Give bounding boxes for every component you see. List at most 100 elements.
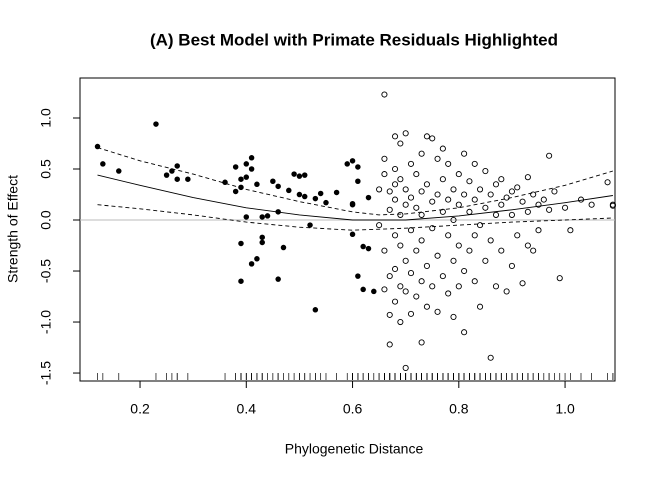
point [524,242,531,249]
point [498,176,505,183]
point [402,186,409,193]
y-tick-label: -1.5 [38,361,54,385]
point [254,256,260,262]
point [604,179,611,186]
point [365,194,372,201]
point [466,178,473,185]
point [407,227,415,234]
point [492,211,500,218]
point [391,181,399,188]
fit-line [97,147,614,216]
point [248,166,255,172]
point [407,194,415,201]
point [530,191,537,198]
point [562,204,569,211]
x-tick-label: 1.0 [555,401,575,417]
point [248,261,255,267]
point [391,133,399,140]
point [450,216,457,224]
point [386,311,393,318]
point [471,232,478,239]
point [381,171,388,178]
point [397,318,404,326]
point [498,201,505,208]
point [445,290,452,297]
point [397,140,404,147]
point [540,196,547,203]
point [508,211,515,218]
point [439,176,446,183]
point [434,252,441,259]
point [482,167,489,175]
point [333,189,340,196]
point [524,208,531,215]
point [450,313,457,320]
point [360,243,366,250]
point [439,208,446,215]
point [323,199,329,206]
x-tick-label: 0.8 [449,401,469,417]
point [429,198,436,205]
point [407,310,415,317]
point [556,275,563,282]
point [296,191,303,198]
point [355,273,361,279]
plot-frame [79,77,616,382]
point [551,188,558,195]
point [413,204,420,211]
point [301,172,308,178]
point [254,181,260,188]
point [482,204,489,211]
point [434,191,441,198]
point [349,231,356,238]
point [503,194,510,201]
point [238,278,244,284]
point [535,227,542,234]
point [514,184,521,191]
point [301,193,308,200]
point [397,211,404,218]
point [487,354,494,361]
point [116,168,122,174]
point [248,155,255,161]
point [402,288,409,295]
point [386,273,393,280]
point [455,201,462,208]
point [413,171,420,178]
point [381,91,388,98]
point [259,214,265,220]
point [407,160,415,167]
point [535,201,542,208]
point [461,191,468,198]
point [418,211,425,218]
point [588,201,595,208]
point [546,206,553,213]
point [530,247,537,254]
point [360,286,366,293]
point [445,160,452,167]
point [434,155,441,162]
point [291,171,297,177]
fit-line [97,174,613,221]
point [461,150,468,157]
point [243,161,250,167]
point [270,178,276,184]
point [439,273,446,280]
point [477,222,484,229]
point [567,227,574,234]
point [397,176,404,183]
point [296,173,303,179]
point [503,288,510,295]
point [317,190,324,197]
point [100,161,106,167]
x-tick-label: 0.2 [130,401,150,417]
point [238,176,244,182]
point [391,196,399,203]
point [487,237,494,244]
point [286,187,292,194]
point [492,283,500,290]
point [407,270,415,277]
y-tick-label: 0.0 [38,210,54,230]
point [498,247,505,254]
